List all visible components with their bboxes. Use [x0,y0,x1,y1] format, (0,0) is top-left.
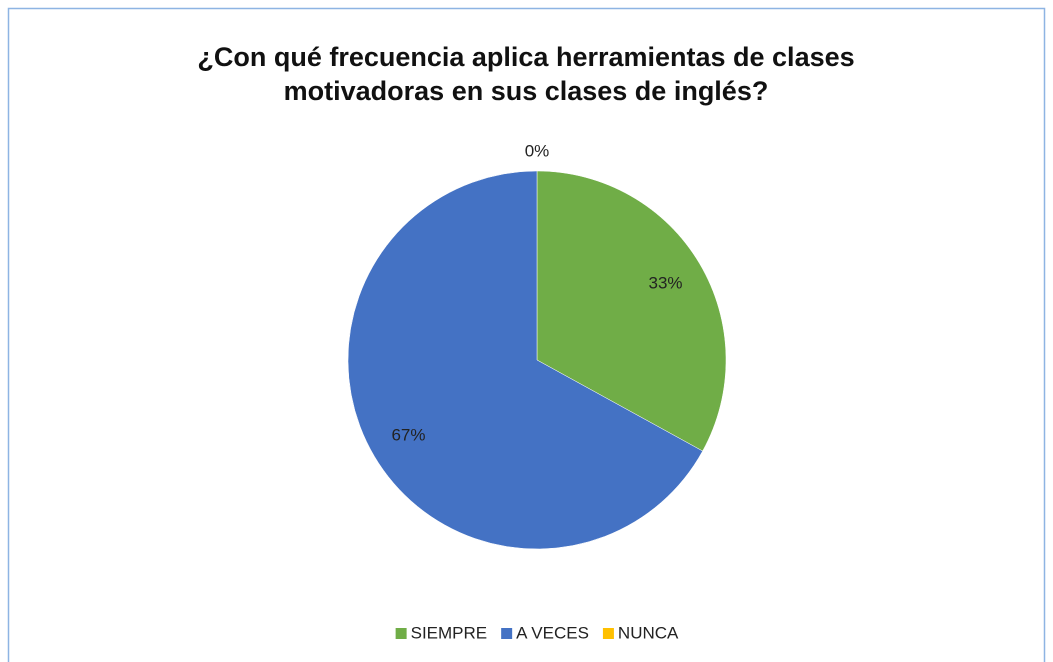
legend-label: SIEMPRE [411,623,488,642]
legend-swatch [395,628,407,639]
legend-swatch [501,628,513,639]
data-label: 67% [391,425,425,444]
chart-title: ¿Con qué frecuencia aplica herramientas … [197,42,855,106]
data-label: 0% [525,142,550,161]
pie-slice [536,170,727,452]
legend-swatch [602,628,614,639]
pie-slice [347,170,703,550]
data-label: 33% [649,273,683,292]
legend-label: NUNCA [618,623,679,642]
legend-label: A VECES [516,623,589,642]
